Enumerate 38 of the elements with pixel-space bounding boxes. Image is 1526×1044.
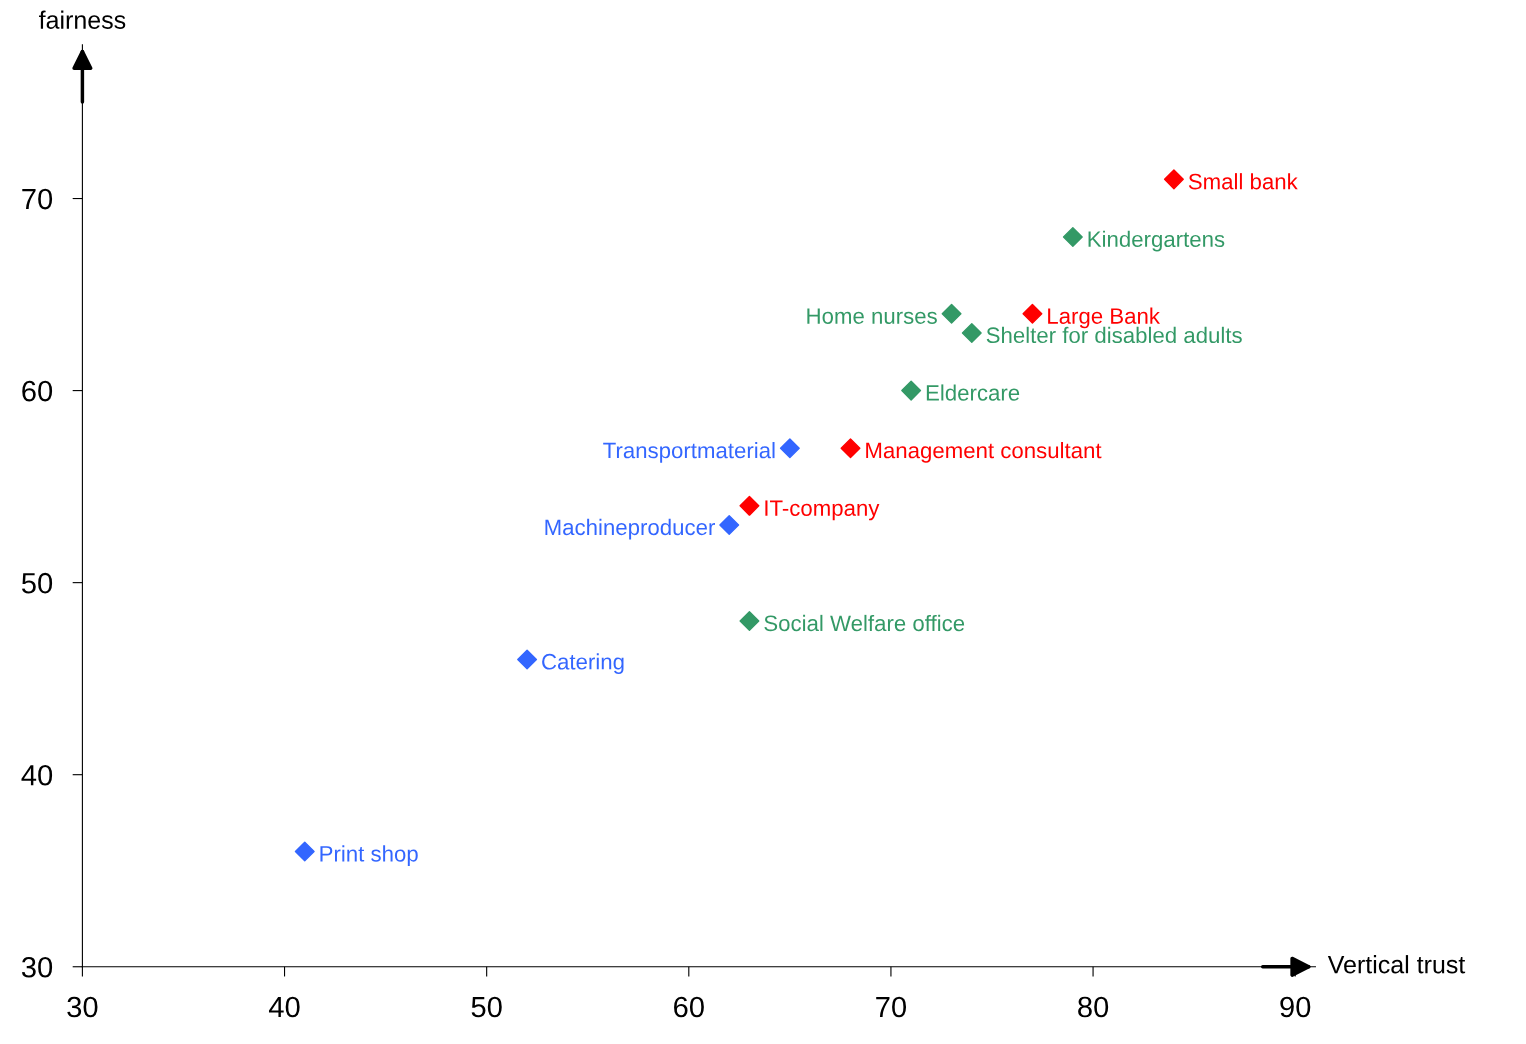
annotation: Transportmaterial — [603, 442, 775, 463]
point — [739, 611, 760, 632]
point — [1163, 169, 1184, 190]
x-tick-label: 30 — [67, 996, 98, 1018]
point — [517, 649, 538, 670]
point — [1022, 303, 1043, 324]
point — [941, 303, 962, 324]
point — [840, 438, 861, 459]
point — [294, 841, 315, 862]
x-tick-label: 60 — [674, 996, 704, 1018]
y-tick-label: 60 — [22, 380, 53, 402]
point — [961, 322, 982, 343]
annotation: Kindergartens — [1088, 230, 1225, 252]
x-tick-label: 50 — [471, 996, 502, 1018]
point — [901, 380, 922, 401]
y-axis-title: fairness — [38, 10, 126, 29]
y-tick-label: 40 — [21, 764, 53, 786]
point — [779, 438, 800, 459]
annotation: Machineproducer — [545, 518, 715, 540]
annotation: Management consultant — [866, 442, 1102, 463]
annotation: Small bank — [1188, 173, 1298, 190]
x-tick-label: 70 — [876, 996, 907, 1018]
annotation: Home nurses — [807, 308, 937, 324]
point — [739, 495, 760, 516]
point — [719, 515, 740, 536]
point — [1062, 226, 1083, 247]
y-tick-label: 30 — [21, 956, 53, 978]
x-tick-label: 80 — [1078, 996, 1109, 1018]
y-tick-label: 70 — [22, 188, 53, 210]
annotation: Catering — [542, 653, 624, 674]
annotation: Eldercare — [926, 384, 1020, 401]
x-tick-label: 90 — [1280, 996, 1311, 1018]
annotation: Print shop — [320, 845, 418, 867]
annotation: Social Welfare office — [764, 614, 965, 632]
x-axis-title: Vertical trust — [1327, 955, 1466, 974]
annotation: IT-company — [765, 500, 880, 521]
y-tick-label: 50 — [21, 572, 53, 594]
x-tick-label: 40 — [268, 996, 300, 1018]
